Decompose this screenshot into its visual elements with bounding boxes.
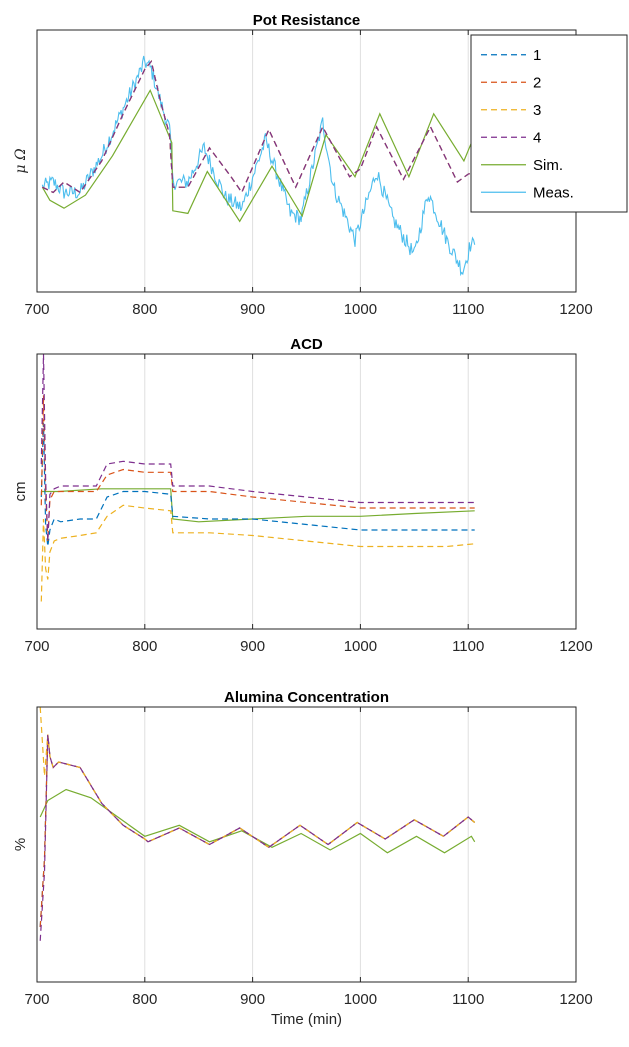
x-tick-label: 1000	[344, 301, 377, 318]
series-line-3	[40, 504, 475, 602]
data-layer	[41, 55, 476, 277]
legend-label: Meas.	[533, 184, 574, 201]
x-tick-label: 700	[24, 638, 49, 655]
series-line-4	[42, 60, 475, 194]
x-tick-label: 1100	[452, 301, 484, 318]
panel-3: Alumina Concentration% Time (min) 700 800 90…	[12, 689, 593, 1028]
y-axis-label: cm	[12, 482, 29, 502]
legend-label: 2	[533, 74, 541, 91]
legend-box	[470, 34, 628, 213]
axes-box	[36, 353, 577, 630]
x-tick-label: 1000	[344, 638, 377, 655]
legend-label: 3	[533, 102, 541, 119]
x-tick-label: 1100	[452, 991, 484, 1008]
legend: 1 2 3 4 Sim. Meas.	[470, 34, 628, 213]
panel-2: ACD cm 700 800 900 1000 1100 1200	[12, 336, 593, 655]
series-line-2	[40, 395, 475, 542]
legend-label: 1	[533, 47, 541, 64]
chart-title: Alumina Concentration	[224, 689, 389, 706]
chart-title: ACD	[290, 336, 323, 353]
x-tick-label: 800	[132, 991, 157, 1008]
x-tick-label: 700	[24, 991, 49, 1008]
x-tick-label: 1200	[559, 638, 592, 655]
x-tick-label: 800	[132, 638, 157, 655]
axes-box	[36, 706, 577, 983]
series-line-1	[39, 734, 476, 928]
series-line-sim	[41, 88, 476, 223]
x-tick-label: 1100	[452, 638, 484, 655]
x-tick-label: 900	[240, 991, 265, 1008]
x-tick-label: 900	[240, 301, 265, 318]
series-line-4	[39, 734, 476, 941]
legend-label: 4	[533, 129, 541, 146]
x-axis-label: Time (min)	[271, 1011, 342, 1028]
legend-label: Sim.	[533, 157, 563, 174]
x-tick-label: 1200	[559, 301, 592, 318]
y-axis-label: %	[12, 838, 29, 851]
y-axis-label: μ Ω	[13, 148, 29, 174]
chart-title: Pot Resistance	[253, 12, 361, 29]
panel-1: Pot Resistance μ Ω 700 800 900 1000 1100 1200 1 2…	[13, 12, 628, 318]
series-line-sim	[39, 788, 476, 854]
x-tick-label: 800	[132, 301, 157, 318]
data-layer	[40, 354, 475, 602]
x-tick-label: 700	[24, 301, 49, 318]
x-tick-label: 900	[240, 638, 265, 655]
series-line-1	[40, 422, 475, 547]
x-tick-label: 1200	[559, 991, 592, 1008]
series-line-meas	[41, 55, 476, 277]
data-layer	[39, 707, 476, 941]
series-line-3	[39, 707, 476, 849]
series-line-4	[40, 354, 475, 542]
series-line-sim	[41, 488, 475, 523]
x-tick-label: 1000	[344, 991, 377, 1008]
series-line-2	[39, 734, 476, 928]
